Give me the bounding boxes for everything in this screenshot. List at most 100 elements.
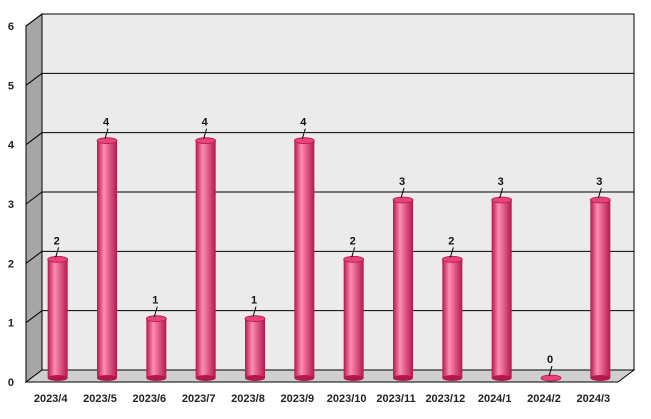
bar-2023-4: 2 — [47, 235, 69, 381]
data-label-leader — [449, 247, 454, 258]
gridline-side — [25, 132, 43, 146]
y-tick-label: 0 — [8, 377, 14, 389]
bar-base — [393, 375, 413, 381]
bar-top — [540, 374, 562, 382]
data-label-leader — [351, 247, 356, 258]
bar-body — [294, 140, 315, 378]
plot-area — [24, 13, 636, 383]
bar-2023-12: 2 — [441, 235, 463, 381]
bar-2023-8: 1 — [244, 295, 266, 381]
data-label-leader — [203, 128, 208, 139]
bar-2024-2: 0 — [540, 354, 562, 382]
bar-body — [393, 200, 413, 378]
data-label: 4 — [202, 117, 209, 129]
data-label: 3 — [498, 176, 504, 188]
bar-top — [343, 255, 365, 263]
gridline-side — [25, 13, 43, 27]
bar-base — [245, 375, 265, 381]
bar-base — [442, 375, 463, 381]
bar-body — [590, 200, 611, 378]
data-label: 4 — [300, 117, 307, 129]
bar-2023-5: 4 — [96, 117, 118, 381]
bar-2024-1: 3 — [491, 176, 513, 381]
bar-base — [97, 375, 117, 381]
x-tick-label: 2023/10 — [327, 393, 367, 405]
x-tick-label: 2023/11 — [376, 393, 415, 405]
bar-top — [491, 196, 513, 204]
x-tick-label: 2024/3 — [577, 393, 611, 405]
bar-2024-3: 3 — [589, 176, 611, 381]
data-label: 2 — [54, 235, 60, 247]
bar-top — [589, 196, 611, 204]
data-label-leader — [252, 306, 257, 317]
data-label: 4 — [103, 117, 110, 129]
gridline-side — [25, 191, 43, 205]
bar-body — [491, 200, 512, 378]
bar-body — [195, 140, 216, 378]
data-label: 2 — [350, 235, 356, 247]
bar-top — [392, 196, 414, 204]
bar-top — [293, 137, 315, 145]
x-tick-label: 2023/12 — [425, 393, 465, 405]
data-label-leader — [153, 306, 158, 317]
bar-base — [195, 375, 216, 381]
bar-2023-7: 4 — [195, 117, 217, 381]
bar-base — [47, 375, 68, 381]
x-tick-label: 2023/7 — [182, 393, 216, 405]
gridline-side — [25, 72, 43, 86]
data-label-leader — [597, 187, 602, 199]
x-tick-label: 2023/6 — [133, 393, 167, 405]
y-tick-label: 3 — [8, 199, 14, 211]
x-tick-label: 2023/8 — [231, 393, 265, 405]
x-axis: 2023/4 2023/5 2023/6 2023/7 2023/8 2023/9 2023… — [34, 393, 610, 405]
bar-top — [441, 255, 463, 263]
bar-body — [97, 140, 117, 378]
data-label: 2 — [448, 235, 454, 247]
bar-base — [146, 375, 167, 381]
bar-series: 2 4 1 4 1 4 2 3 2 3 0 3 — [47, 117, 611, 382]
bar-2023-11: 3 — [392, 176, 414, 381]
bar-body — [442, 259, 463, 378]
y-tick-label: 2 — [8, 258, 14, 270]
bar-top — [244, 315, 266, 323]
bar-body — [146, 318, 167, 378]
y-tick-label: 6 — [8, 21, 14, 33]
gridline-side — [25, 310, 43, 324]
y-tick-label: 5 — [8, 80, 14, 92]
bar-2023-9: 4 — [293, 117, 315, 381]
bar-top — [195, 137, 217, 145]
y-tick-label: 1 — [8, 318, 14, 330]
bar-base — [343, 375, 364, 381]
bar-base — [491, 375, 512, 381]
data-label: 0 — [547, 354, 553, 366]
bar-body — [245, 318, 265, 378]
bar-body — [47, 259, 68, 378]
plot-floor — [24, 369, 636, 383]
bar-base — [294, 375, 315, 381]
x-tick-label: 2024/1 — [478, 393, 512, 405]
gridline-side — [25, 250, 43, 264]
y-axis: 0 1 2 3 4 5 6 — [8, 21, 15, 389]
bar-2023-10: 2 — [343, 235, 365, 381]
data-label-leader — [104, 128, 109, 139]
data-label-leader — [301, 128, 306, 139]
data-label-leader — [499, 187, 504, 199]
bar-base — [590, 375, 611, 381]
bar-top — [47, 255, 69, 263]
data-label-leader — [400, 187, 405, 199]
x-tick-label: 2023/4 — [34, 393, 69, 405]
bar-top — [96, 137, 118, 145]
data-label: 3 — [596, 176, 602, 188]
x-tick-label: 2023/9 — [281, 393, 315, 405]
data-label: 3 — [399, 176, 405, 188]
y-tick-label: 4 — [8, 140, 15, 152]
bar-2023-6: 1 — [145, 295, 167, 381]
bar-top — [145, 315, 167, 323]
x-tick-label: 2023/5 — [83, 393, 117, 405]
data-label: 1 — [152, 295, 158, 307]
data-label: 1 — [251, 295, 257, 307]
data-label-leader — [55, 247, 60, 258]
data-label-leader — [548, 365, 553, 377]
